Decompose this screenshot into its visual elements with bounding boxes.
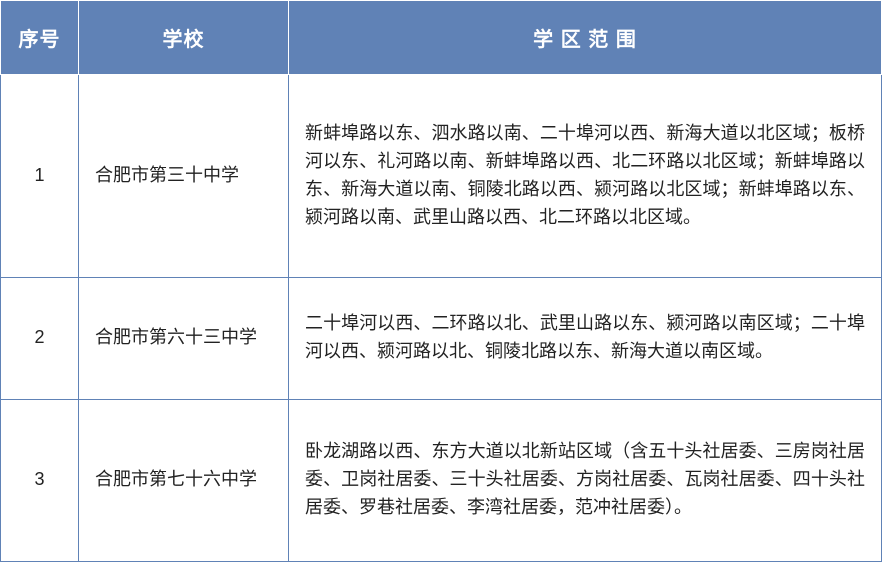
col-header-index: 序号 [1, 1, 79, 75]
table-header: 序号 学校 学 区 范 围 [1, 1, 882, 75]
table-body: 1 合肥市第三十中学 新蚌埠路以东、泗水路以南、二十埠河以西、新海大道以北区域；… [1, 75, 882, 562]
cell-school: 合肥市第六十三中学 [79, 277, 289, 399]
col-header-school: 学校 [79, 1, 289, 75]
cell-range: 卧龙湖路以西、东方大道以北新站区域（含五十头社居委、三房岗社居委、卫岗社居委、三… [289, 399, 882, 561]
table-row: 1 合肥市第三十中学 新蚌埠路以东、泗水路以南、二十埠河以西、新海大道以北区域；… [1, 75, 882, 278]
table-row: 3 合肥市第七十六中学 卧龙湖路以西、东方大道以北新站区域（含五十头社居委、三房… [1, 399, 882, 561]
table-row: 2 合肥市第六十三中学 二十埠河以西、二环路以北、武里山路以东、颍河路以南区域；… [1, 277, 882, 399]
cell-range: 新蚌埠路以东、泗水路以南、二十埠河以西、新海大道以北区域；板桥河以东、礼河路以南… [289, 75, 882, 278]
cell-school: 合肥市第三十中学 [79, 75, 289, 278]
cell-index: 2 [1, 277, 79, 399]
school-district-table: 序号 学校 学 区 范 围 1 合肥市第三十中学 新蚌埠路以东、泗水路以南、二十… [0, 0, 882, 562]
cell-index: 1 [1, 75, 79, 278]
cell-index: 3 [1, 399, 79, 561]
table-header-row: 序号 学校 学 区 范 围 [1, 1, 882, 75]
col-header-range: 学 区 范 围 [289, 1, 882, 75]
cell-school: 合肥市第七十六中学 [79, 399, 289, 561]
cell-range: 二十埠河以西、二环路以北、武里山路以东、颍河路以南区域；二十埠河以西、颍河路以北… [289, 277, 882, 399]
